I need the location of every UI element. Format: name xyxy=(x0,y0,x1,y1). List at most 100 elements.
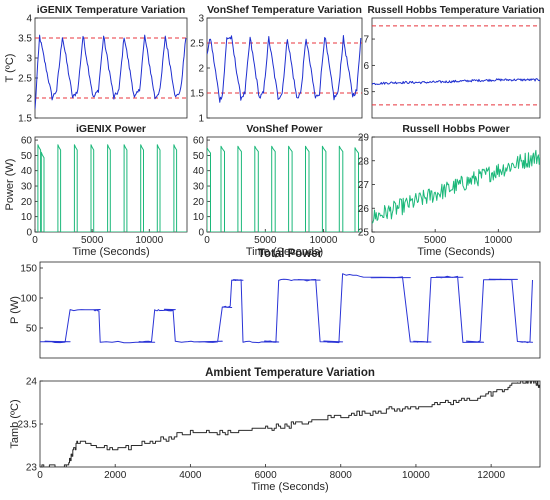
igenix-temp-data-point xyxy=(113,97,116,100)
igenix-temp-data-point xyxy=(118,89,121,92)
igenix-temp-ytick-label: 2.5 xyxy=(18,74,32,85)
igenix-power-data-point xyxy=(40,151,43,154)
vonshef-temp-data-point xyxy=(206,52,209,55)
russell-temp-ytick-label: 7 xyxy=(363,35,369,46)
total-power-data-point xyxy=(153,309,156,312)
igenix-power-ytick-label: 20 xyxy=(21,197,33,208)
ambient-temp-data-point xyxy=(531,380,534,383)
igenix-temp-data-point xyxy=(61,35,64,38)
russell-power-data-point xyxy=(472,178,475,181)
igenix-temp-data-point xyxy=(55,89,58,92)
igenix-temp-title: iGENIX Temperature Variation xyxy=(37,4,186,16)
igenix-temp-ylabel: T (ºC) xyxy=(4,54,16,83)
vonshef-temp-data-point xyxy=(281,92,284,95)
vonshef-power-ytick-label: 10 xyxy=(193,212,205,223)
igenix-temp-series-line xyxy=(35,34,187,110)
ambient-temp-data-point xyxy=(227,431,230,434)
vonshef-temp-data-point xyxy=(355,89,358,92)
vonshef-temp-data-point xyxy=(323,34,326,37)
vonshef-power-data-point xyxy=(354,146,357,149)
ambient-temp-data-point xyxy=(490,393,493,396)
igenix-power-data-point xyxy=(139,143,142,146)
russell-power-xtick-label: 5000 xyxy=(424,235,447,246)
vonshef-temp-ytick-label: 1.5 xyxy=(190,89,204,100)
total-power-ylabel: P (W) xyxy=(9,296,21,324)
igenix-temp-data-point xyxy=(133,97,136,100)
igenix-temp-data-point xyxy=(92,97,95,100)
igenix-power-series-line xyxy=(35,144,187,232)
vonshef-power-data-point xyxy=(304,145,307,148)
russell-power-title: Russell Hobbs Power xyxy=(402,123,509,135)
ambient-temp-data-point xyxy=(415,405,418,408)
russell-temp-data-point xyxy=(497,78,500,81)
russell-temp-panel: Russell Hobbs Temperature Variation 5 6 7 xyxy=(363,5,545,119)
total-power-data-point xyxy=(91,309,94,312)
igenix-power-xtick-label: 10000 xyxy=(135,235,163,246)
vonshef-power-data-point xyxy=(287,145,290,148)
russell-temp-ytick-label: 5 xyxy=(363,87,369,98)
vonshef-power-ytick-label: 40 xyxy=(193,166,205,177)
igenix-temp-data-point xyxy=(71,97,74,100)
igenix-power-data-point xyxy=(106,143,109,146)
vonshef-power-series-line xyxy=(207,145,362,232)
igenix-power-xtick-label: 0 xyxy=(32,235,38,246)
russell-power-data-point xyxy=(421,197,424,200)
total-power-series-line xyxy=(40,273,533,344)
igenix-temp-data-point xyxy=(77,89,80,92)
vonshef-power-data-point xyxy=(237,145,240,148)
vonshef-temp-ytick-label: 2.5 xyxy=(190,39,204,50)
russell-temp-data-point xyxy=(472,79,475,82)
vonshef-power-plot-area xyxy=(206,136,363,233)
ambient-temp-xlabel: Time (Seconds) xyxy=(251,481,328,493)
ambient-temp-data-point xyxy=(39,466,42,469)
vonshef-temp-ytick-label: 1 xyxy=(198,114,204,125)
igenix-temp-ytick-label: 2 xyxy=(26,94,32,105)
total-power-ytick-label: 100 xyxy=(20,294,37,305)
ambient-temp-data-point xyxy=(65,466,68,469)
total-power-data-point xyxy=(319,340,322,343)
russell-power-data-point xyxy=(371,216,374,219)
vonshef-temp-data-point xyxy=(351,94,354,97)
vonshef-temp-data-point xyxy=(342,37,345,40)
russell-temp-data-point xyxy=(539,78,542,81)
russell-power-series-line xyxy=(372,149,540,224)
vonshef-power-xtick-label: 0 xyxy=(204,235,210,246)
igenix-power-data-point xyxy=(123,143,126,146)
vonshef-temp-data-point xyxy=(221,92,224,95)
total-power-data-point xyxy=(362,276,365,279)
vonshef-power-ytick-label: 60 xyxy=(193,136,205,147)
vonshef-power-ytick-label: 20 xyxy=(193,197,205,208)
igenix-temp-data-point xyxy=(34,109,37,112)
russell-power-ytick-label: 25 xyxy=(358,228,370,239)
ambient-temp-xtick-label: 6000 xyxy=(254,470,277,481)
vonshef-temp-ytick-label: 2 xyxy=(198,64,204,75)
ambient-temp-plot-area xyxy=(39,380,541,468)
russell-power-ytick-label: 29 xyxy=(358,133,370,144)
vonshef-power-title: VonShef Power xyxy=(246,123,322,135)
russell-power-data-point xyxy=(539,155,542,158)
total-power-title: Total Power xyxy=(258,248,323,260)
vonshef-temp-data-point xyxy=(209,37,212,40)
igenix-temp-ytick-label: 1.5 xyxy=(18,114,32,125)
russell-temp-ytick-label: 6 xyxy=(363,61,369,72)
igenix-temp-panel: iGENIX Temperature Variation 1.5 2 2.5 3 3.5 4… xyxy=(4,4,188,125)
vonshef-temp-data-point xyxy=(337,92,340,95)
igenix-temp-data-point xyxy=(123,35,126,38)
vonshef-temp-data-point xyxy=(267,37,270,40)
ambient-temp-xtick-label: 4000 xyxy=(179,470,202,481)
vonshef-temp-data-point xyxy=(239,97,242,100)
total-power-data-point xyxy=(39,340,42,343)
russell-temp-data-point xyxy=(396,81,399,84)
total-power-data-point xyxy=(99,340,102,343)
igenix-temp-data-point xyxy=(174,97,177,100)
igenix-power-ytick-label: 30 xyxy=(21,182,33,193)
total-power-ytick-label: 150 xyxy=(20,264,37,275)
vonshef-power-data-point xyxy=(253,145,256,148)
total-power-data-point xyxy=(193,340,196,343)
igenix-temp-data-point xyxy=(38,35,41,38)
vonshef-temp-data-point xyxy=(258,97,261,100)
vonshef-temp-data-point xyxy=(295,97,298,100)
total-power-data-point xyxy=(409,340,412,343)
russell-temp-series-line xyxy=(372,78,540,86)
vonshef-power-data-point xyxy=(338,145,341,148)
